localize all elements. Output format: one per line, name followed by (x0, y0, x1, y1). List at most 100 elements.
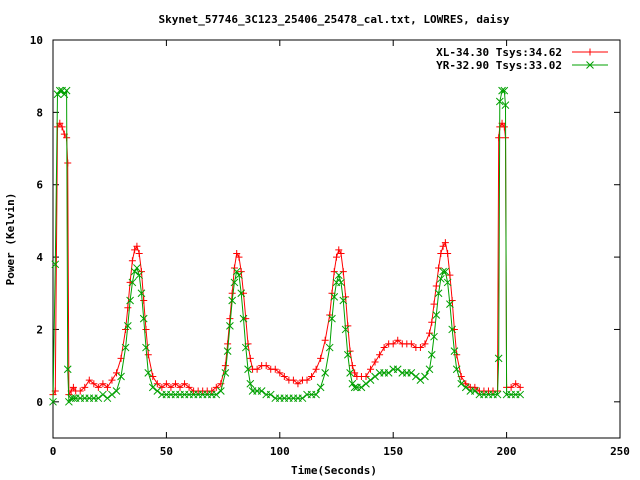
series-2 (49, 86, 525, 406)
data-point (343, 350, 352, 359)
data-point (128, 278, 137, 287)
data-point (162, 380, 170, 388)
data-point (312, 390, 320, 399)
data-point (407, 369, 416, 377)
data-point (439, 242, 447, 250)
data-point (230, 278, 239, 287)
series-1 (49, 119, 524, 399)
data-point (49, 397, 57, 406)
plot-frame (52, 39, 621, 439)
data-point (99, 380, 107, 388)
data-point (135, 249, 143, 257)
data-point (121, 343, 130, 352)
y-axis-label: Power (Kelvin) (4, 193, 17, 286)
data-point (144, 369, 153, 377)
data-point (103, 383, 111, 391)
data-point (337, 278, 345, 287)
data-point (239, 314, 248, 323)
x-axis-label: Time(Seconds) (291, 464, 377, 477)
data-point (432, 282, 440, 290)
data-point (237, 268, 245, 276)
data-point (144, 351, 152, 359)
data-point (500, 86, 509, 95)
data-point (316, 383, 325, 392)
data-point (51, 260, 60, 269)
y-tick-label: 8 (36, 106, 43, 119)
data-point (443, 278, 452, 287)
data-point (208, 387, 216, 395)
data-point (171, 380, 179, 388)
x-tick-label: 0 (50, 445, 57, 458)
data-point (330, 268, 338, 276)
data-point (226, 321, 234, 330)
data-point (430, 300, 438, 308)
data-point (241, 343, 250, 352)
data-point (237, 289, 246, 298)
data-point (135, 271, 144, 280)
y-tick-label: 2 (36, 323, 43, 336)
y-tick-label: 10 (30, 34, 43, 47)
data-point (158, 383, 166, 391)
data-point (412, 372, 420, 381)
x-tick-label: 250 (610, 445, 630, 458)
series-line (52, 88, 521, 404)
data-point (94, 383, 102, 391)
series-line (52, 122, 521, 397)
data-point (271, 365, 279, 373)
data-point (124, 304, 132, 312)
data-point (176, 383, 184, 391)
data-point (425, 329, 433, 337)
data-point (507, 383, 515, 391)
data-point (394, 336, 402, 344)
data-point (130, 267, 139, 276)
data-point (446, 300, 454, 308)
data-point (389, 340, 397, 348)
data-point (393, 365, 402, 374)
data-point (494, 354, 503, 363)
data-point (128, 257, 136, 265)
data-point (246, 354, 254, 362)
data-point (298, 394, 307, 403)
data-point (94, 394, 103, 403)
data-point (371, 358, 379, 366)
data-point (148, 383, 157, 392)
data-point (232, 267, 241, 276)
data-point (407, 340, 415, 348)
data-point (235, 271, 243, 280)
data-point (425, 365, 434, 374)
data-point (416, 376, 425, 384)
y-axis: 0 2 4 6 8 10 (30, 34, 620, 409)
data-point (81, 383, 89, 391)
x-tick-label: 150 (383, 445, 403, 458)
data-point (348, 362, 356, 370)
data-point (126, 296, 134, 305)
data-point (167, 383, 175, 391)
data-point (366, 376, 375, 384)
data-point (495, 134, 503, 142)
data-point (212, 390, 221, 399)
data-point (221, 362, 229, 370)
legend-swatch-marker (586, 61, 594, 69)
data-point (362, 372, 370, 380)
data-point (253, 365, 261, 373)
data-point (228, 296, 237, 305)
data-point (276, 369, 284, 377)
data-point (498, 86, 506, 95)
data-point (457, 379, 466, 388)
data-point (461, 383, 470, 392)
data-point (90, 380, 98, 388)
data-point (436, 274, 445, 283)
data-point (357, 383, 366, 392)
x-axis: 0 50 100 150 200 250 (50, 40, 630, 458)
data-point (441, 239, 449, 247)
data-point (448, 325, 457, 334)
data-point (244, 365, 252, 374)
data-point (153, 387, 162, 395)
data-point (452, 365, 461, 374)
data-point (435, 264, 443, 272)
data-point (339, 296, 348, 305)
data-point (470, 387, 479, 395)
data-point (351, 369, 359, 377)
data-point (289, 376, 297, 384)
data-point (246, 379, 255, 388)
